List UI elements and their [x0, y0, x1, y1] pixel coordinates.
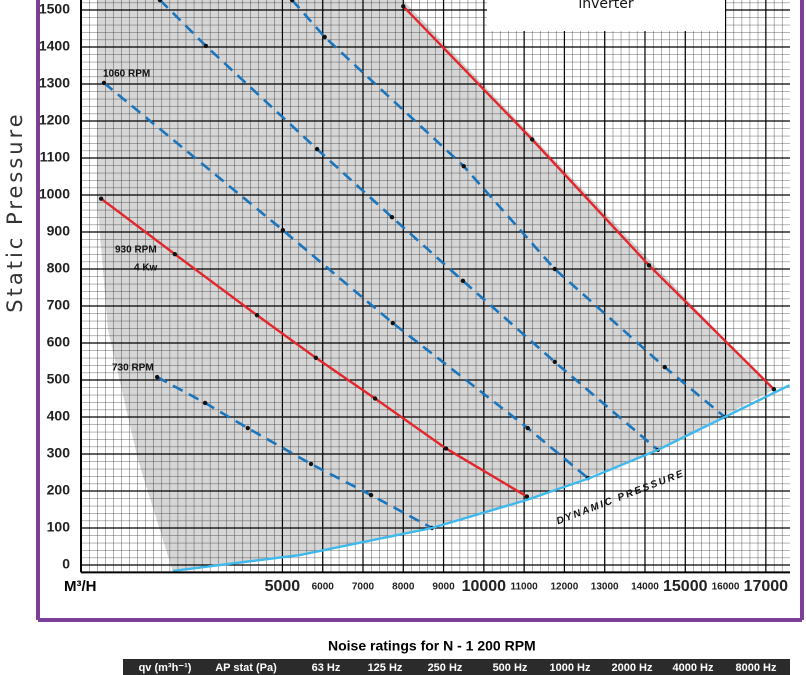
annotation: 930 RPM	[115, 245, 157, 256]
table-header	[123, 659, 790, 675]
y-tick-label: 200	[47, 482, 71, 498]
point	[461, 163, 466, 169]
annotation-box	[487, 0, 725, 31]
point	[525, 425, 530, 431]
table-column-header: qv (m³h⁻¹)	[139, 662, 192, 674]
y-axis-label: Static Pressure	[3, 111, 27, 312]
x-tick-label: 17000	[744, 578, 789, 595]
y-tick-label: 900	[47, 223, 71, 239]
table-column-header: 8000 Hz	[736, 662, 777, 674]
point	[389, 215, 395, 220]
x-tick-label: 10000	[462, 578, 507, 595]
point	[443, 446, 449, 451]
curve	[172, 384, 790, 573]
point	[322, 34, 327, 40]
annotation: inverter	[578, 0, 634, 12]
table-column-header: 63 Hz	[312, 662, 341, 674]
point	[203, 43, 209, 49]
y-tick-label: 300	[47, 445, 71, 461]
x-tick-label: 9000	[432, 582, 455, 593]
curve	[402, 5, 775, 391]
annotation: 730 RPM	[112, 363, 154, 374]
point	[646, 263, 652, 268]
y-tick-label: 1500	[39, 1, 70, 17]
point	[254, 313, 260, 318]
point	[313, 355, 319, 360]
y-tick-label: 500	[47, 371, 71, 387]
y-tick-label: 800	[47, 260, 71, 276]
y-tick-label: 1000	[39, 186, 70, 202]
table-title: Noise ratings for N - 1 200 RPM	[328, 638, 536, 654]
x-tick-label: 12000	[551, 582, 579, 593]
x-tick-label: 6000	[312, 582, 335, 593]
minor-grid-area	[81, 0, 790, 573]
annotation: 1060 RPM	[103, 69, 150, 80]
table-column-header: 1000 Hz	[550, 662, 591, 674]
x-tick-label: 15000	[663, 578, 708, 595]
x-tick-label: 5000	[265, 578, 301, 595]
point	[308, 461, 314, 467]
point	[401, 4, 406, 9]
point	[662, 364, 667, 370]
point	[157, 0, 163, 3]
point	[529, 137, 535, 142]
x-tick-label: 7000	[352, 582, 375, 593]
y-tick-label: 1300	[39, 75, 70, 91]
point	[314, 146, 320, 152]
point	[390, 320, 395, 326]
point	[101, 80, 107, 86]
point	[98, 196, 104, 201]
curve	[156, 375, 433, 530]
plot-area	[81, 0, 790, 573]
point	[245, 425, 250, 431]
y-tick-label: 1200	[39, 112, 70, 128]
point	[289, 0, 295, 3]
y-tick-label: 0	[62, 556, 70, 572]
point	[771, 387, 777, 392]
point	[552, 359, 557, 365]
y-tick-label: 700	[47, 297, 71, 313]
point	[460, 278, 466, 284]
x-tick-label: 11000	[510, 582, 538, 593]
x-tick-label: 8000	[392, 582, 415, 593]
x-tick-label: 13000	[591, 582, 619, 593]
y-tick-label: 600	[47, 334, 71, 350]
table-column-header: AP stat (Pa)	[215, 662, 277, 674]
table-column-header: 250 Hz	[428, 662, 463, 674]
point	[552, 266, 557, 272]
point	[172, 252, 178, 257]
table-column-header: 4000 Hz	[673, 662, 714, 674]
point	[524, 494, 530, 499]
x-axis-label: M³/H	[64, 578, 97, 595]
table-column-header: 125 Hz	[368, 662, 403, 674]
point	[280, 227, 286, 233]
y-tick-label: 100	[47, 519, 71, 535]
point	[372, 396, 378, 401]
curve	[291, 0, 726, 418]
y-tick-label: 1100	[40, 149, 71, 165]
x-tick-label: 14000	[631, 582, 659, 593]
table-column-header: 500 Hz	[493, 662, 528, 674]
point	[368, 492, 374, 498]
curve	[103, 81, 589, 480]
annotation: 4 Kw	[134, 263, 158, 274]
x-tick-label: 16000	[712, 582, 740, 593]
y-tick-label: 1400	[39, 38, 70, 54]
point	[202, 400, 208, 406]
y-tick-label: 400	[47, 408, 71, 424]
point	[154, 374, 160, 380]
table-column-header: 2000 Hz	[612, 662, 653, 674]
